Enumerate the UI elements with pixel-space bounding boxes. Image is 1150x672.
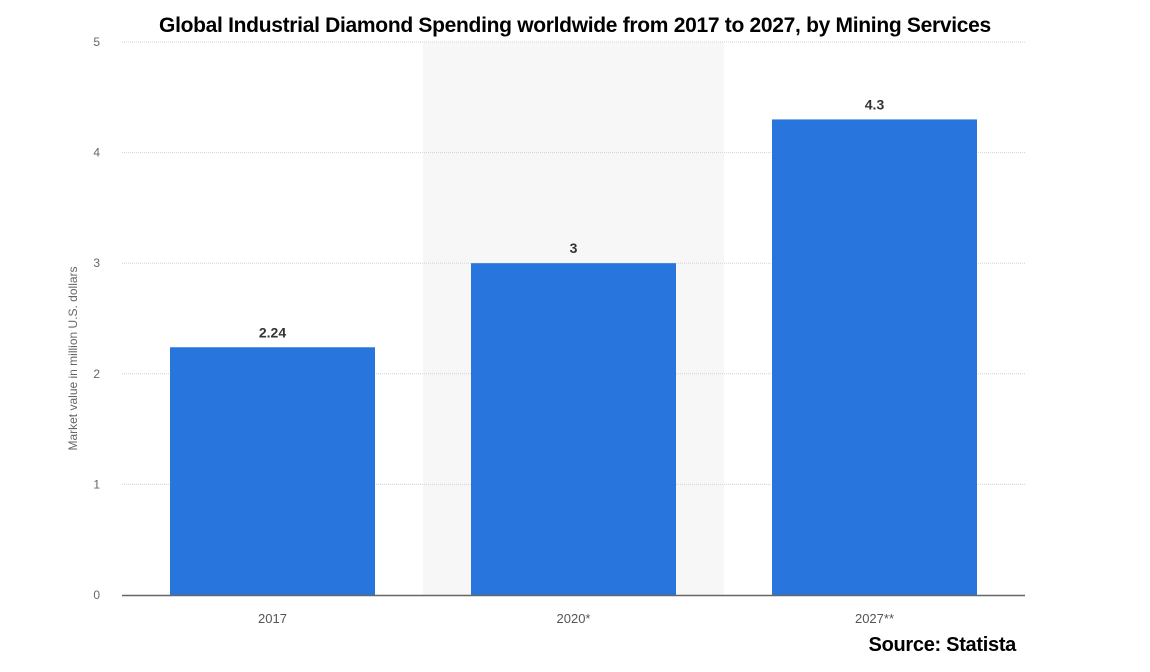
y-tick-label: 0 (93, 588, 100, 602)
x-tick-label: 2017 (258, 611, 287, 626)
data-label: 2.24 (259, 324, 286, 340)
y-tick-label: 1 (93, 477, 100, 491)
source-note: Source: Statista (868, 634, 1017, 656)
bar-2027** (772, 119, 977, 596)
bar-2017 (170, 347, 375, 595)
y-tick-label: 5 (93, 35, 100, 49)
bar-2020* (471, 263, 676, 595)
x-tick-label: 2027** (855, 611, 894, 626)
x-tick-label: 2020* (557, 611, 591, 626)
y-tick-label: 4 (93, 146, 100, 160)
data-label: 4.3 (865, 96, 885, 112)
y-axis-label: Market value in million U.S. dollars (66, 266, 80, 450)
chart-title: Global Industrial Diamond Spending world… (159, 14, 991, 37)
y-tick-label: 2 (93, 367, 100, 381)
data-label: 3 (570, 240, 578, 256)
y-tick-label: 3 (93, 256, 100, 270)
